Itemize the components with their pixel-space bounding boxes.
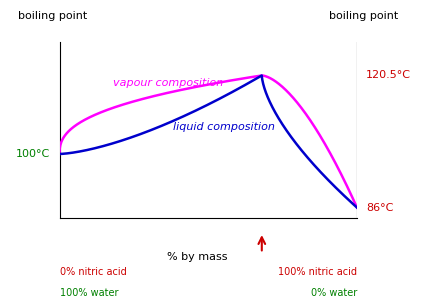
Text: 100% water: 100% water (60, 288, 118, 298)
Text: liquid composition: liquid composition (173, 122, 275, 132)
Text: vapour composition: vapour composition (113, 78, 223, 88)
Text: % by mass: % by mass (167, 252, 227, 262)
Text: 0% water: 0% water (311, 288, 357, 298)
Text: 86°C: 86°C (366, 203, 393, 213)
Text: 0% nitric acid: 0% nitric acid (60, 267, 126, 277)
Text: 100% nitric acid: 100% nitric acid (278, 267, 357, 277)
Text: 120.5°C: 120.5°C (366, 71, 411, 81)
Text: boiling point: boiling point (18, 11, 87, 21)
Text: 100°C: 100°C (16, 149, 51, 159)
Text: boiling point: boiling point (329, 11, 399, 21)
